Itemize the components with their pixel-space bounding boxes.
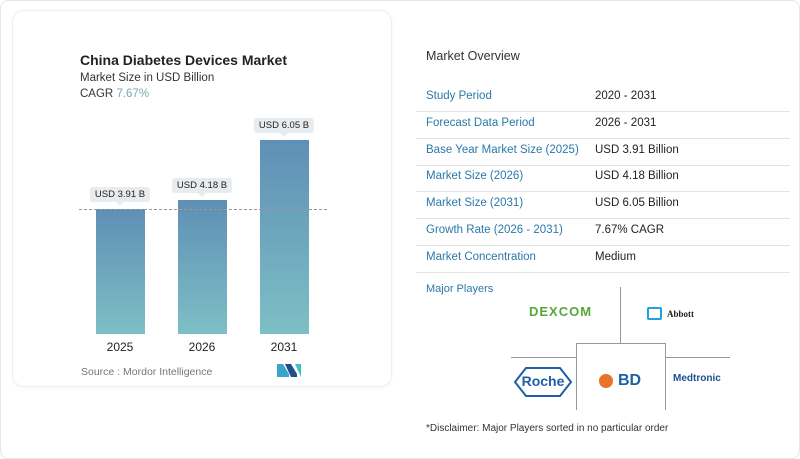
divider [511,357,576,358]
source-text: Source : Mordor Intelligence [81,366,213,378]
abbott-logo: Abbott [647,307,694,320]
data-label: USD 6.05 B [253,117,315,137]
bar-2025 [96,208,145,334]
overview-row: Market Size (2026) USD 4.18 Billion [416,164,790,193]
reference-dashed-line [79,209,327,210]
row-label: Market Size (2031) [426,197,524,210]
overview-row: Study Period 2020 - 2031 [416,84,790,112]
row-value: USD 4.18 Billion [595,170,679,183]
row-label: Growth Rate (2026 - 2031) [426,224,563,236]
cagr-label: CAGR [80,88,114,100]
row-value: 2020 - 2031 [595,90,657,102]
data-label: USD 3.91 B [89,186,151,206]
bar-2031 [260,139,309,334]
row-value: 7.67% CAGR [595,224,665,236]
overview-row: Base Year Market Size (2025) USD 3.91 Bil… [416,138,790,166]
overview-row: Forecast Data Period 2026 - 2031 [416,111,790,139]
overview-row: Market Size (2031) USD 6.05 Billion [416,191,790,220]
x-tick-label: 2031 [270,340,298,354]
overview-row: Market Concentration Medium [416,245,790,273]
row-label: Market Concentration [426,250,536,263]
major-players-heading: Major Players [426,283,494,295]
row-value: Medium [595,250,636,263]
divider [620,287,621,343]
bd-sun-icon [599,374,613,388]
medtronic-logo: Medtronic [673,373,721,384]
overview-row: Growth Rate (2026 - 2031) 7.67% CAGR [416,218,790,246]
row-label: Market Size (2026) [426,170,524,183]
x-tick-label: 2025 [106,340,134,354]
disclaimer: *Disclaimer: Major Players sorted in no … [426,423,669,434]
chart-subtitle: Market Size in USD Billion [80,72,215,84]
bar-2026 [178,199,227,334]
row-label: Forecast Data Period [426,116,535,129]
row-label: Study Period [426,90,492,102]
bd-box [576,343,666,410]
abbott-icon [647,307,662,320]
bd-logo: BD [599,372,641,390]
chart-card [12,10,392,387]
data-label: USD 4.18 B [171,177,233,197]
x-tick-label: 2026 [188,340,216,354]
row-value: 2026 - 2031 [595,116,657,129]
cagr-value: 7.67% [116,88,150,100]
row-value: USD 6.05 Billion [595,197,679,210]
cagr: CAGR 7.67% [80,88,149,100]
row-label: Base Year Market Size (2025) [426,143,579,156]
row-value: USD 3.91 Billion [595,143,679,156]
divider [665,357,730,358]
dexcom-logo: DEXCOM [529,304,593,319]
roche-hexagon-icon [514,367,572,397]
market-overview-heading: Market Overview [426,49,520,63]
chart-title: China Diabetes Devices Market [80,52,287,68]
mordor-logo-icon [277,364,301,377]
